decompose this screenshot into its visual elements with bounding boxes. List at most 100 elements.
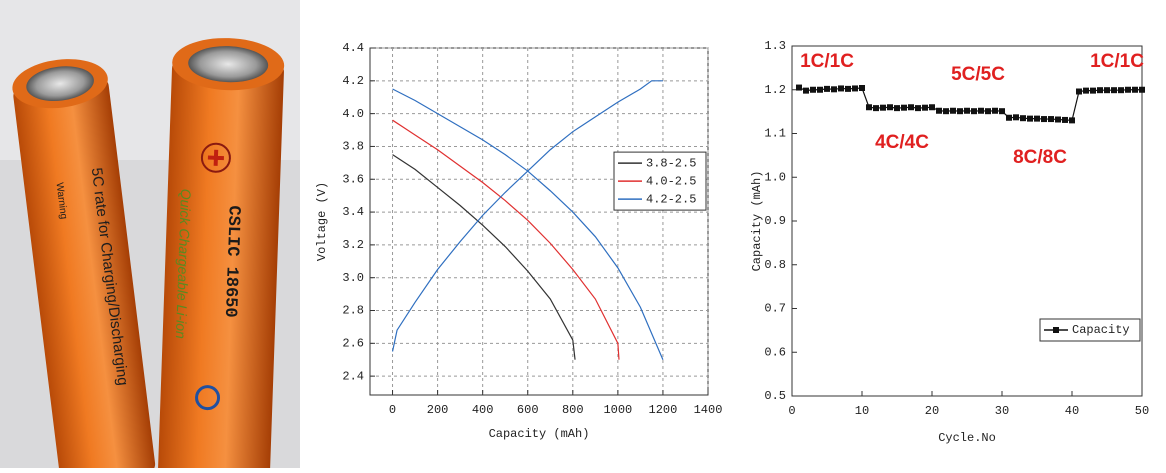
y-tick-label: 0.6 — [764, 345, 786, 359]
y-tick-label: 2.6 — [342, 336, 364, 350]
y-tick-label: 2.4 — [342, 369, 364, 383]
plot-frame — [791, 45, 1143, 397]
x-tick-label: 20 — [925, 404, 939, 418]
annotation: 8C/8C — [1013, 147, 1067, 168]
x-tick-label: 0 — [788, 404, 795, 418]
data-point — [964, 107, 970, 114]
data-point — [1013, 114, 1019, 121]
data-point — [873, 105, 879, 112]
y-tick-label: 0.9 — [764, 214, 786, 228]
data-point — [922, 104, 928, 111]
y-tick-label: 0.8 — [764, 258, 786, 272]
data-point — [1090, 87, 1096, 94]
x-tick-label: 1400 — [694, 403, 723, 417]
annotation: 4C/4C — [875, 132, 929, 153]
chart: 0 10 20 30 40 50 0.5 0.6 0.7 0.8 0.9 1.0 1.1 1.2 1.3 Cy… — [750, 39, 1149, 445]
legend-label: 4.2-2.5 — [646, 192, 696, 206]
x-tick-label: 30 — [995, 404, 1009, 418]
data-point — [957, 108, 963, 115]
data-point — [978, 107, 984, 114]
chart: 0 200 400 600 800 1000 1200 1400 2.4 2.6 2.8 3.0 3.2… — [315, 41, 722, 441]
x-tick-label: 200 — [427, 403, 449, 417]
data-point — [1104, 87, 1110, 94]
x-axis-label: Capacity (mAh) — [489, 427, 590, 441]
data-point — [1069, 117, 1075, 124]
data-point — [1132, 86, 1138, 93]
photo: 5C rate for Charging/Discharging Warning… — [0, 0, 300, 473]
legend-label: Capacity — [1072, 323, 1130, 337]
data-point — [1034, 115, 1040, 122]
legend-box — [1039, 318, 1141, 342]
x-tick-label: 40 — [1065, 404, 1079, 418]
data-point — [817, 86, 823, 93]
battery-text: CSLIC 18650 — [220, 205, 243, 318]
data-point — [845, 85, 851, 92]
annotation: 1C/1C — [1090, 51, 1144, 72]
y-axis-label: Voltage (V) — [315, 182, 329, 261]
y-tick-label: 1.0 — [764, 170, 786, 184]
y-tick-label: 1.1 — [764, 127, 786, 141]
data-point — [859, 85, 865, 91]
y-tick-label: 2.8 — [342, 304, 364, 318]
y-tick-label: 4.0 — [342, 107, 364, 121]
data-point — [824, 85, 830, 92]
data-point — [1020, 115, 1026, 122]
data-point — [1062, 116, 1068, 123]
data-point — [992, 107, 998, 114]
data-point — [810, 86, 816, 93]
y-tick-label: 3.6 — [342, 172, 364, 186]
data-point — [943, 108, 949, 115]
data-point — [1027, 115, 1033, 122]
x-tick-label: 0 — [389, 403, 396, 417]
data-point — [1041, 116, 1047, 123]
y-tick-label: 3.2 — [342, 238, 364, 252]
data-point — [1055, 116, 1061, 123]
data-point — [908, 104, 914, 111]
data-point — [796, 84, 802, 91]
y-tick-label: 3.8 — [342, 140, 364, 154]
data-point — [929, 104, 935, 111]
series-line — [392, 119, 620, 360]
annotation: 5C/5C — [951, 64, 1005, 85]
y-tick-label: 1.2 — [764, 83, 786, 97]
x-tick-label: 600 — [517, 403, 539, 417]
y-axis-label: Capacity (mAh) — [750, 171, 764, 272]
data-point — [880, 104, 886, 111]
data-point — [803, 87, 809, 94]
data-point — [950, 107, 956, 114]
data-point — [999, 108, 1005, 115]
data-point — [901, 104, 907, 111]
battery: CSLIC 18650 Quick Chargeable Li-ion — [158, 38, 285, 473]
battery-text: Quick Chargeable Li-ion — [173, 188, 194, 339]
data-point — [894, 105, 900, 112]
y-tick-label: 1.3 — [764, 39, 786, 53]
data-point — [985, 108, 991, 115]
x-tick-label: 1000 — [603, 403, 632, 417]
data-point — [1083, 87, 1089, 94]
series-line — [391, 80, 663, 352]
x-tick-label: 50 — [1135, 404, 1149, 418]
data-point — [838, 85, 844, 92]
data-point — [1118, 87, 1124, 94]
x-axis-label: Cycle.No — [938, 431, 996, 445]
x-tick-label: 800 — [562, 403, 584, 417]
y-tick-label: 0.7 — [764, 302, 786, 316]
y-tick-label: 3.0 — [342, 271, 364, 285]
legend-marker — [1053, 327, 1059, 333]
data-point — [887, 104, 893, 111]
x-tick-label: 1200 — [649, 403, 678, 417]
x-tick-label: 400 — [472, 403, 494, 417]
battery-text: Warning — [54, 182, 69, 220]
annotation: 1C/1C — [800, 51, 854, 72]
data-point — [936, 107, 942, 114]
x-tick-label: 10 — [855, 404, 869, 418]
data-point — [1097, 87, 1103, 94]
data-point — [1076, 88, 1082, 95]
y-tick-label: 3.4 — [342, 205, 364, 219]
battery: 5C rate for Charging/Discharging Warning — [12, 59, 156, 473]
data-point — [831, 86, 837, 93]
series-line — [392, 154, 576, 360]
legend-label: 3.8-2.5 — [646, 156, 696, 170]
